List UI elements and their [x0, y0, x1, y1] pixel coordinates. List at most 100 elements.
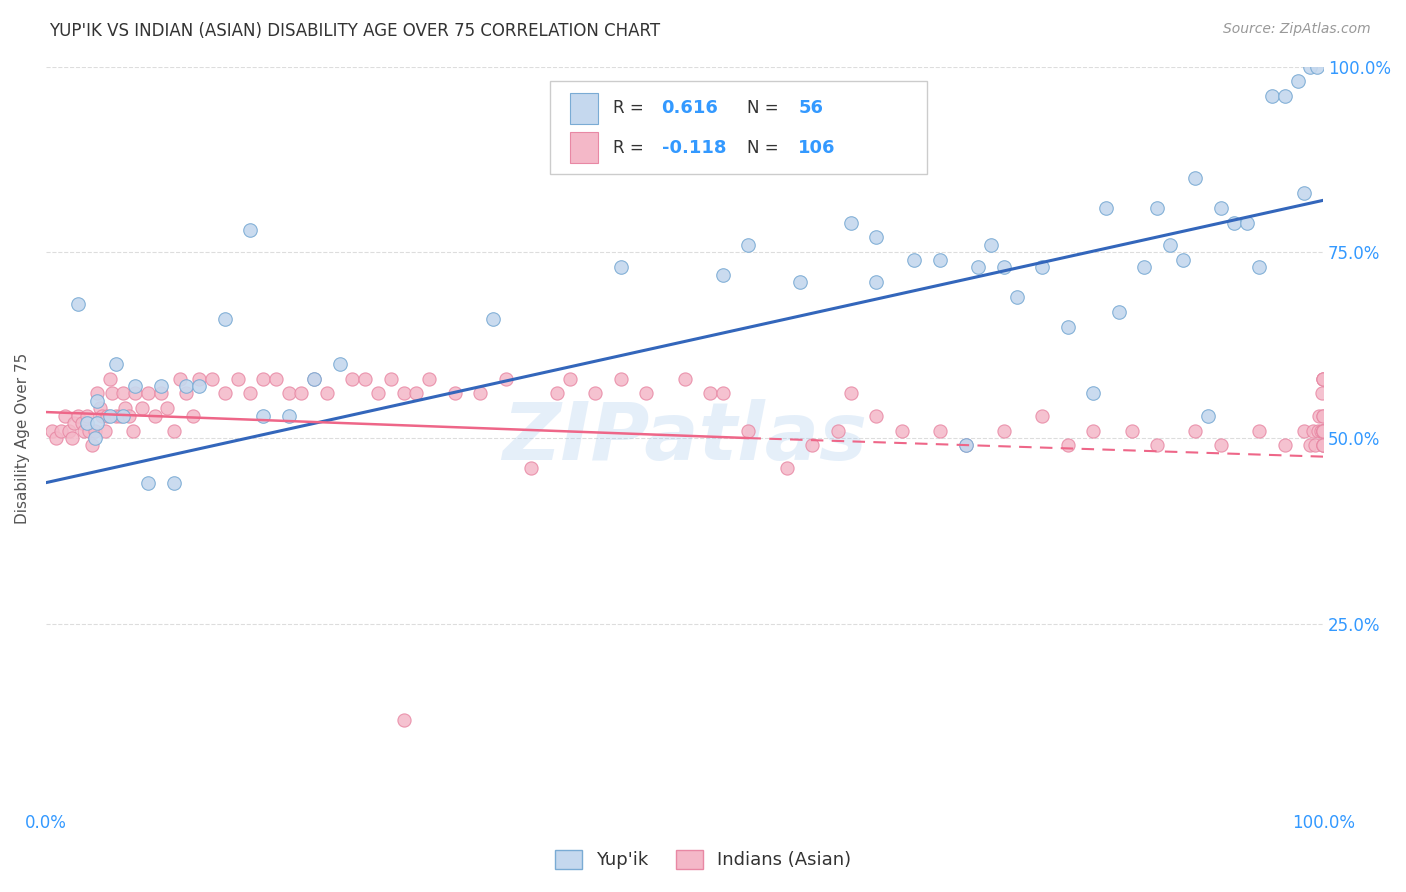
Text: N =: N =: [747, 138, 785, 157]
Point: [1056, 438, 1078, 452]
Point: [131, 401, 153, 416]
Point: [105, 409, 128, 423]
Point: [290, 386, 312, 401]
Point: [329, 357, 352, 371]
Point: [1274, 438, 1296, 452]
Point: [98, 409, 121, 423]
Point: [70, 416, 93, 430]
Point: [1031, 260, 1053, 275]
Point: [342, 371, 364, 385]
Point: [865, 275, 887, 289]
Point: [169, 371, 191, 385]
Point: [214, 386, 236, 401]
Point: [1312, 438, 1334, 452]
Point: [124, 386, 146, 401]
Legend: Yup'ik, Indians (Asian): Yup'ik, Indians (Asian): [546, 841, 860, 879]
Point: [76, 409, 98, 423]
Point: [1312, 424, 1334, 438]
Point: [1083, 386, 1105, 401]
Point: [1312, 438, 1334, 452]
Point: [583, 386, 606, 401]
Point: [993, 260, 1015, 275]
Point: [149, 379, 172, 393]
Point: [136, 386, 159, 401]
Point: [776, 460, 799, 475]
Point: [367, 386, 389, 401]
Point: [96, 409, 118, 423]
Point: [239, 223, 262, 237]
Point: [405, 386, 427, 401]
Point: [63, 416, 86, 430]
Point: [1292, 424, 1315, 438]
Point: [993, 424, 1015, 438]
Point: [80, 438, 103, 452]
Point: [163, 424, 186, 438]
Point: [66, 409, 89, 423]
Point: [392, 386, 415, 401]
Point: [1146, 201, 1168, 215]
Point: [1286, 74, 1309, 88]
Point: [839, 216, 862, 230]
Point: [1249, 424, 1271, 438]
Point: [1312, 409, 1334, 423]
Point: [1310, 386, 1333, 401]
Point: [86, 386, 108, 401]
Point: [60, 431, 83, 445]
Point: [865, 409, 887, 423]
Point: [1146, 438, 1168, 452]
Bar: [569, 93, 598, 124]
Point: [865, 230, 887, 244]
Point: [1031, 409, 1053, 423]
Point: [1306, 60, 1329, 74]
Point: [73, 424, 96, 438]
Point: [520, 460, 543, 475]
Point: [1312, 409, 1334, 423]
Point: [163, 475, 186, 490]
Point: [91, 409, 114, 423]
Point: [1312, 424, 1334, 438]
Point: [470, 386, 492, 401]
Point: [105, 357, 128, 371]
Point: [609, 260, 631, 275]
Point: [737, 238, 759, 252]
Point: [495, 371, 517, 385]
Point: [354, 371, 377, 385]
Point: [79, 424, 101, 438]
Point: [789, 275, 811, 289]
Point: [111, 409, 134, 423]
Text: Source: ZipAtlas.com: Source: ZipAtlas.com: [1223, 22, 1371, 37]
Point: [93, 424, 115, 438]
Point: [1197, 409, 1219, 423]
Point: [111, 386, 134, 401]
Point: [1274, 89, 1296, 103]
Point: [1312, 438, 1334, 452]
Point: [101, 386, 124, 401]
Point: [118, 409, 141, 423]
Point: [252, 409, 274, 423]
Point: [41, 424, 63, 438]
Point: [1133, 260, 1156, 275]
Point: [176, 386, 198, 401]
Point: [264, 371, 287, 385]
Point: [1108, 305, 1130, 319]
Point: [929, 252, 952, 267]
Point: [1095, 201, 1118, 215]
Point: [316, 386, 339, 401]
Point: [83, 431, 105, 445]
Point: [1299, 60, 1322, 74]
Point: [181, 409, 204, 423]
Y-axis label: Disability Age Over 75: Disability Age Over 75: [15, 352, 30, 524]
Point: [214, 312, 236, 326]
Point: [711, 386, 734, 401]
Point: [176, 379, 198, 393]
Point: [108, 409, 131, 423]
Text: ZIPatlas: ZIPatlas: [502, 399, 868, 477]
Point: [1209, 201, 1232, 215]
Point: [114, 401, 136, 416]
Point: [76, 416, 98, 430]
Point: [51, 424, 73, 438]
Text: R =: R =: [613, 138, 650, 157]
Text: 56: 56: [799, 99, 824, 117]
Point: [392, 714, 415, 728]
Point: [827, 424, 849, 438]
